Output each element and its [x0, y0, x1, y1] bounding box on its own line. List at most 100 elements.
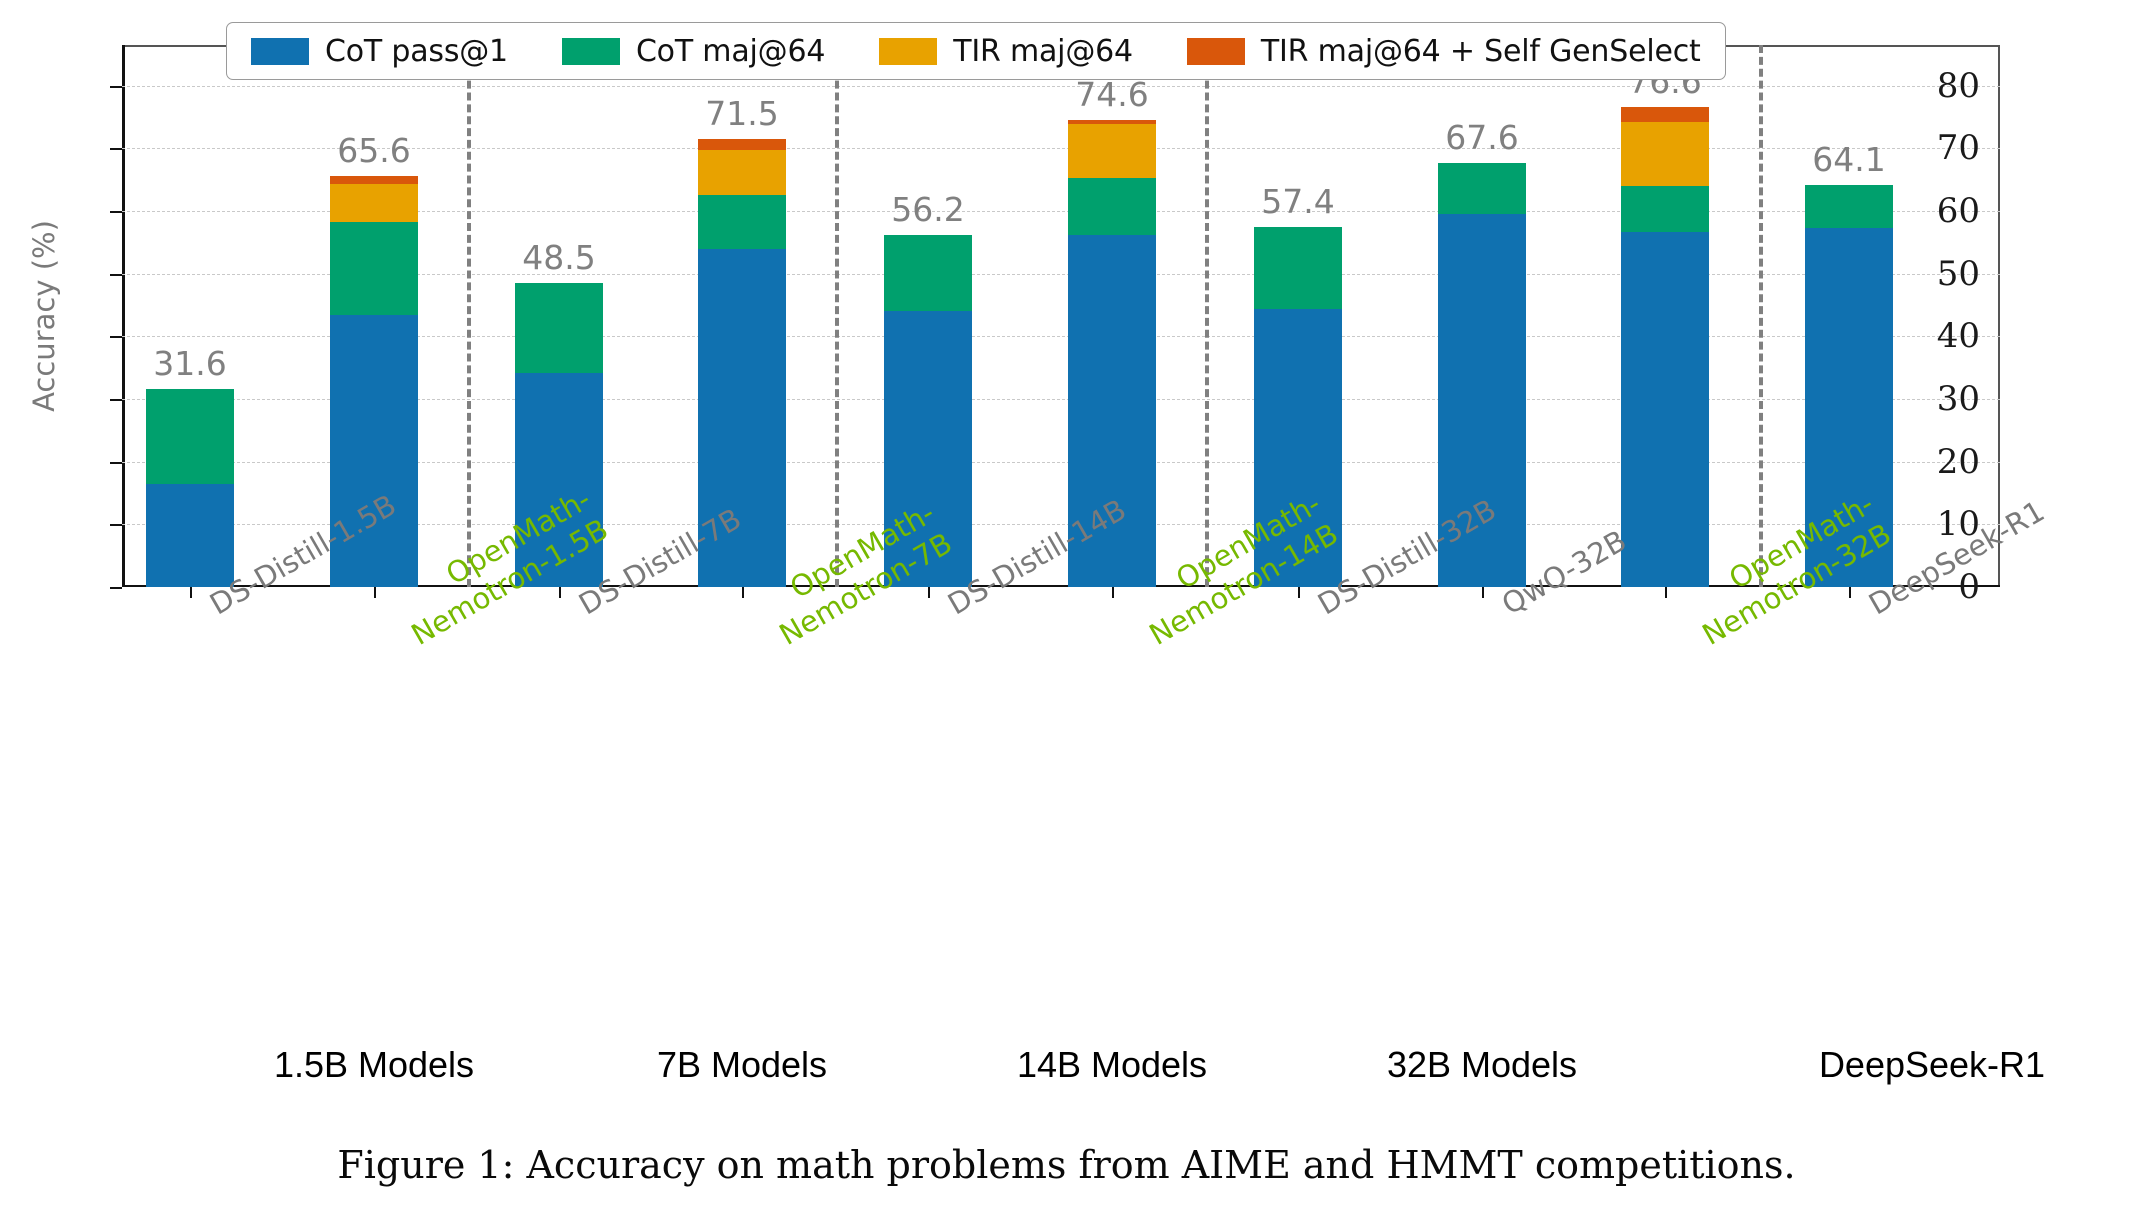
- legend-item-tir-maj-64-self-genselect[interactable]: TIR maj@64 + Self GenSelect: [1186, 34, 1701, 69]
- gridline: [122, 461, 2000, 463]
- group-label: DeepSeek-R1: [1818, 1044, 2046, 1085]
- axis-spine-left: [122, 45, 125, 587]
- bar-segment-cot-pass-1: [1068, 234, 1156, 587]
- bar-segment-cot-maj-64: [1438, 163, 1526, 214]
- bar-segment-tir-maj-64-self-genselect: [330, 175, 418, 185]
- bar-qwq-32b[interactable]: 67.6: [1438, 118, 1526, 587]
- y-tick-mark: [110, 399, 122, 402]
- bar-segment-cot-pass-1: [884, 311, 972, 587]
- x-tick-mark: [1298, 587, 1300, 598]
- plot-area: 31.6 65.6 48.5 71.5 56.2 74.6 57.4 67.6 76.6 64.1…: [27, 45, 2000, 607]
- group-label: 1.5B Models: [273, 1044, 475, 1085]
- group-separator: [1759, 45, 1763, 587]
- group-label: 14B Models: [1016, 1044, 1208, 1085]
- y-tick-label: 80: [1936, 65, 1980, 106]
- group-label: 7B Models: [656, 1044, 828, 1085]
- group-separator: [835, 45, 839, 587]
- group-label: 32B Models: [1386, 1044, 1578, 1085]
- bar-segment-cot-pass-1: [146, 483, 234, 587]
- group-separator: [1205, 45, 1209, 587]
- bar-openmath-nemotron-14b[interactable]: 74.6: [1068, 75, 1156, 587]
- x-tick-mark: [1665, 587, 1667, 598]
- gridline: [122, 336, 2000, 338]
- legend-label: CoT pass@1: [325, 33, 508, 69]
- bar-segment-cot-maj-64: [515, 283, 603, 373]
- figure-caption: Figure 1: Accuracy on math problems from…: [337, 1143, 1796, 1187]
- y-tick-mark: [110, 524, 122, 527]
- bar-segment-cot-pass-1: [1621, 231, 1709, 587]
- bar-segment-cot-pass-1: [330, 315, 418, 587]
- bar-openmath-nemotron-32b[interactable]: 76.6: [1621, 62, 1709, 587]
- bar-segment-cot-pass-1: [1438, 213, 1526, 587]
- y-tick-label: 50: [1936, 253, 1980, 294]
- y-tick-label: 40: [1936, 316, 1980, 357]
- bar-value-label: 65.6: [337, 130, 411, 170]
- bar-segment-cot-pass-1: [698, 248, 786, 587]
- legend-swatch-icon: [879, 37, 938, 65]
- bar-segment-tir-maj-64-self-genselect: [1621, 107, 1709, 123]
- bar-value-label: 71.5: [705, 94, 779, 133]
- y-tick-label: 20: [1936, 441, 1980, 482]
- bar-segment-cot-maj-64: [1254, 227, 1342, 309]
- bar-segment-tir-maj-64: [330, 184, 418, 223]
- y-tick-label: 10: [1936, 504, 1980, 545]
- bar-value-label: 31.6: [153, 344, 227, 383]
- y-tick-mark: [110, 85, 122, 88]
- legend-item-cot-pass-1[interactable]: CoT pass@1: [251, 34, 508, 69]
- bar-segment-cot-maj-64: [884, 234, 972, 312]
- bar-segment-cot-pass-1: [1254, 308, 1342, 587]
- bar-segment-tir-maj-64: [1621, 122, 1709, 186]
- y-tick-mark: [110, 461, 122, 464]
- x-tick-mark: [1849, 587, 1851, 598]
- bar-ds-distill-7b[interactable]: 48.5: [515, 238, 603, 587]
- bar-ds-distill-32b[interactable]: 57.4: [1254, 182, 1342, 587]
- bar-value-label: 56.2: [891, 189, 965, 229]
- bar-segment-tir-maj-64: [698, 149, 786, 196]
- gridline: [122, 524, 2000, 526]
- group-labels: 1.5B Models 7B Models 14B Models 32B Models…: [122, 1044, 2045, 1104]
- bar-segment-cot-pass-1: [515, 372, 603, 587]
- bar-segment-tir-maj-64-self-genselect: [1068, 119, 1156, 124]
- y-tick-mark: [110, 336, 122, 339]
- y-tick-label: 60: [1936, 191, 1980, 232]
- legend-swatch-icon: [561, 37, 620, 65]
- axis-spine-right: [1998, 45, 2000, 587]
- bar-value-label: 74.6: [1075, 74, 1149, 114]
- bar-segment-tir-maj-64: [1068, 123, 1156, 179]
- bar-value-label: 67.6: [1445, 118, 1519, 158]
- legend-swatch-icon: [1186, 37, 1245, 65]
- x-tick-mark: [374, 587, 376, 598]
- bar-value-label: 64.1: [1812, 140, 1886, 180]
- gridline: [122, 148, 2000, 150]
- legend-label: TIR maj@64: [953, 33, 1133, 69]
- legend-item-cot-maj-64[interactable]: CoT maj@64: [561, 33, 826, 69]
- group-separator: [467, 45, 471, 587]
- bar-ds-distill-14b[interactable]: 56.2: [884, 190, 972, 587]
- bar-segment-cot-maj-64: [1805, 185, 1893, 228]
- gridline: [122, 273, 2000, 275]
- legend-swatch-icon: [251, 37, 309, 65]
- bar-openmath-nemotron-7b[interactable]: 71.5: [698, 94, 786, 587]
- y-tick-label: 30: [1936, 379, 1980, 420]
- y-tick-mark: [110, 211, 122, 214]
- legend: CoT pass@1 CoT maj@64 TIR maj@64 TIR maj@64…: [226, 22, 1726, 80]
- bar-value-label: 57.4: [1261, 182, 1335, 222]
- bar-segment-cot-maj-64: [330, 222, 418, 316]
- y-tick-label: 70: [1936, 128, 1980, 169]
- x-tick-mark: [1482, 587, 1484, 598]
- bar-openmath-nemotron-1-5b[interactable]: 65.6: [330, 131, 418, 587]
- bar-segment-cot-maj-64: [1621, 186, 1709, 232]
- legend-item-tir-maj-64[interactable]: TIR maj@64: [879, 34, 1133, 69]
- y-tick-label: 0: [1958, 567, 1980, 607]
- legend-label: CoT maj@64: [635, 33, 826, 69]
- bar-segment-cot-pass-1: [1805, 227, 1893, 587]
- bar-ds-distill-1-5b[interactable]: 31.6: [146, 344, 234, 587]
- bar-deepseek-r1[interactable]: 64.1: [1805, 140, 1893, 587]
- x-tick-mark: [928, 587, 930, 598]
- y-tick-mark: [110, 148, 122, 151]
- x-tick-mark: [559, 587, 561, 598]
- axis-spine-bottom: [122, 584, 2000, 587]
- gridline: [122, 85, 2000, 87]
- bar-segment-cot-maj-64: [698, 195, 786, 249]
